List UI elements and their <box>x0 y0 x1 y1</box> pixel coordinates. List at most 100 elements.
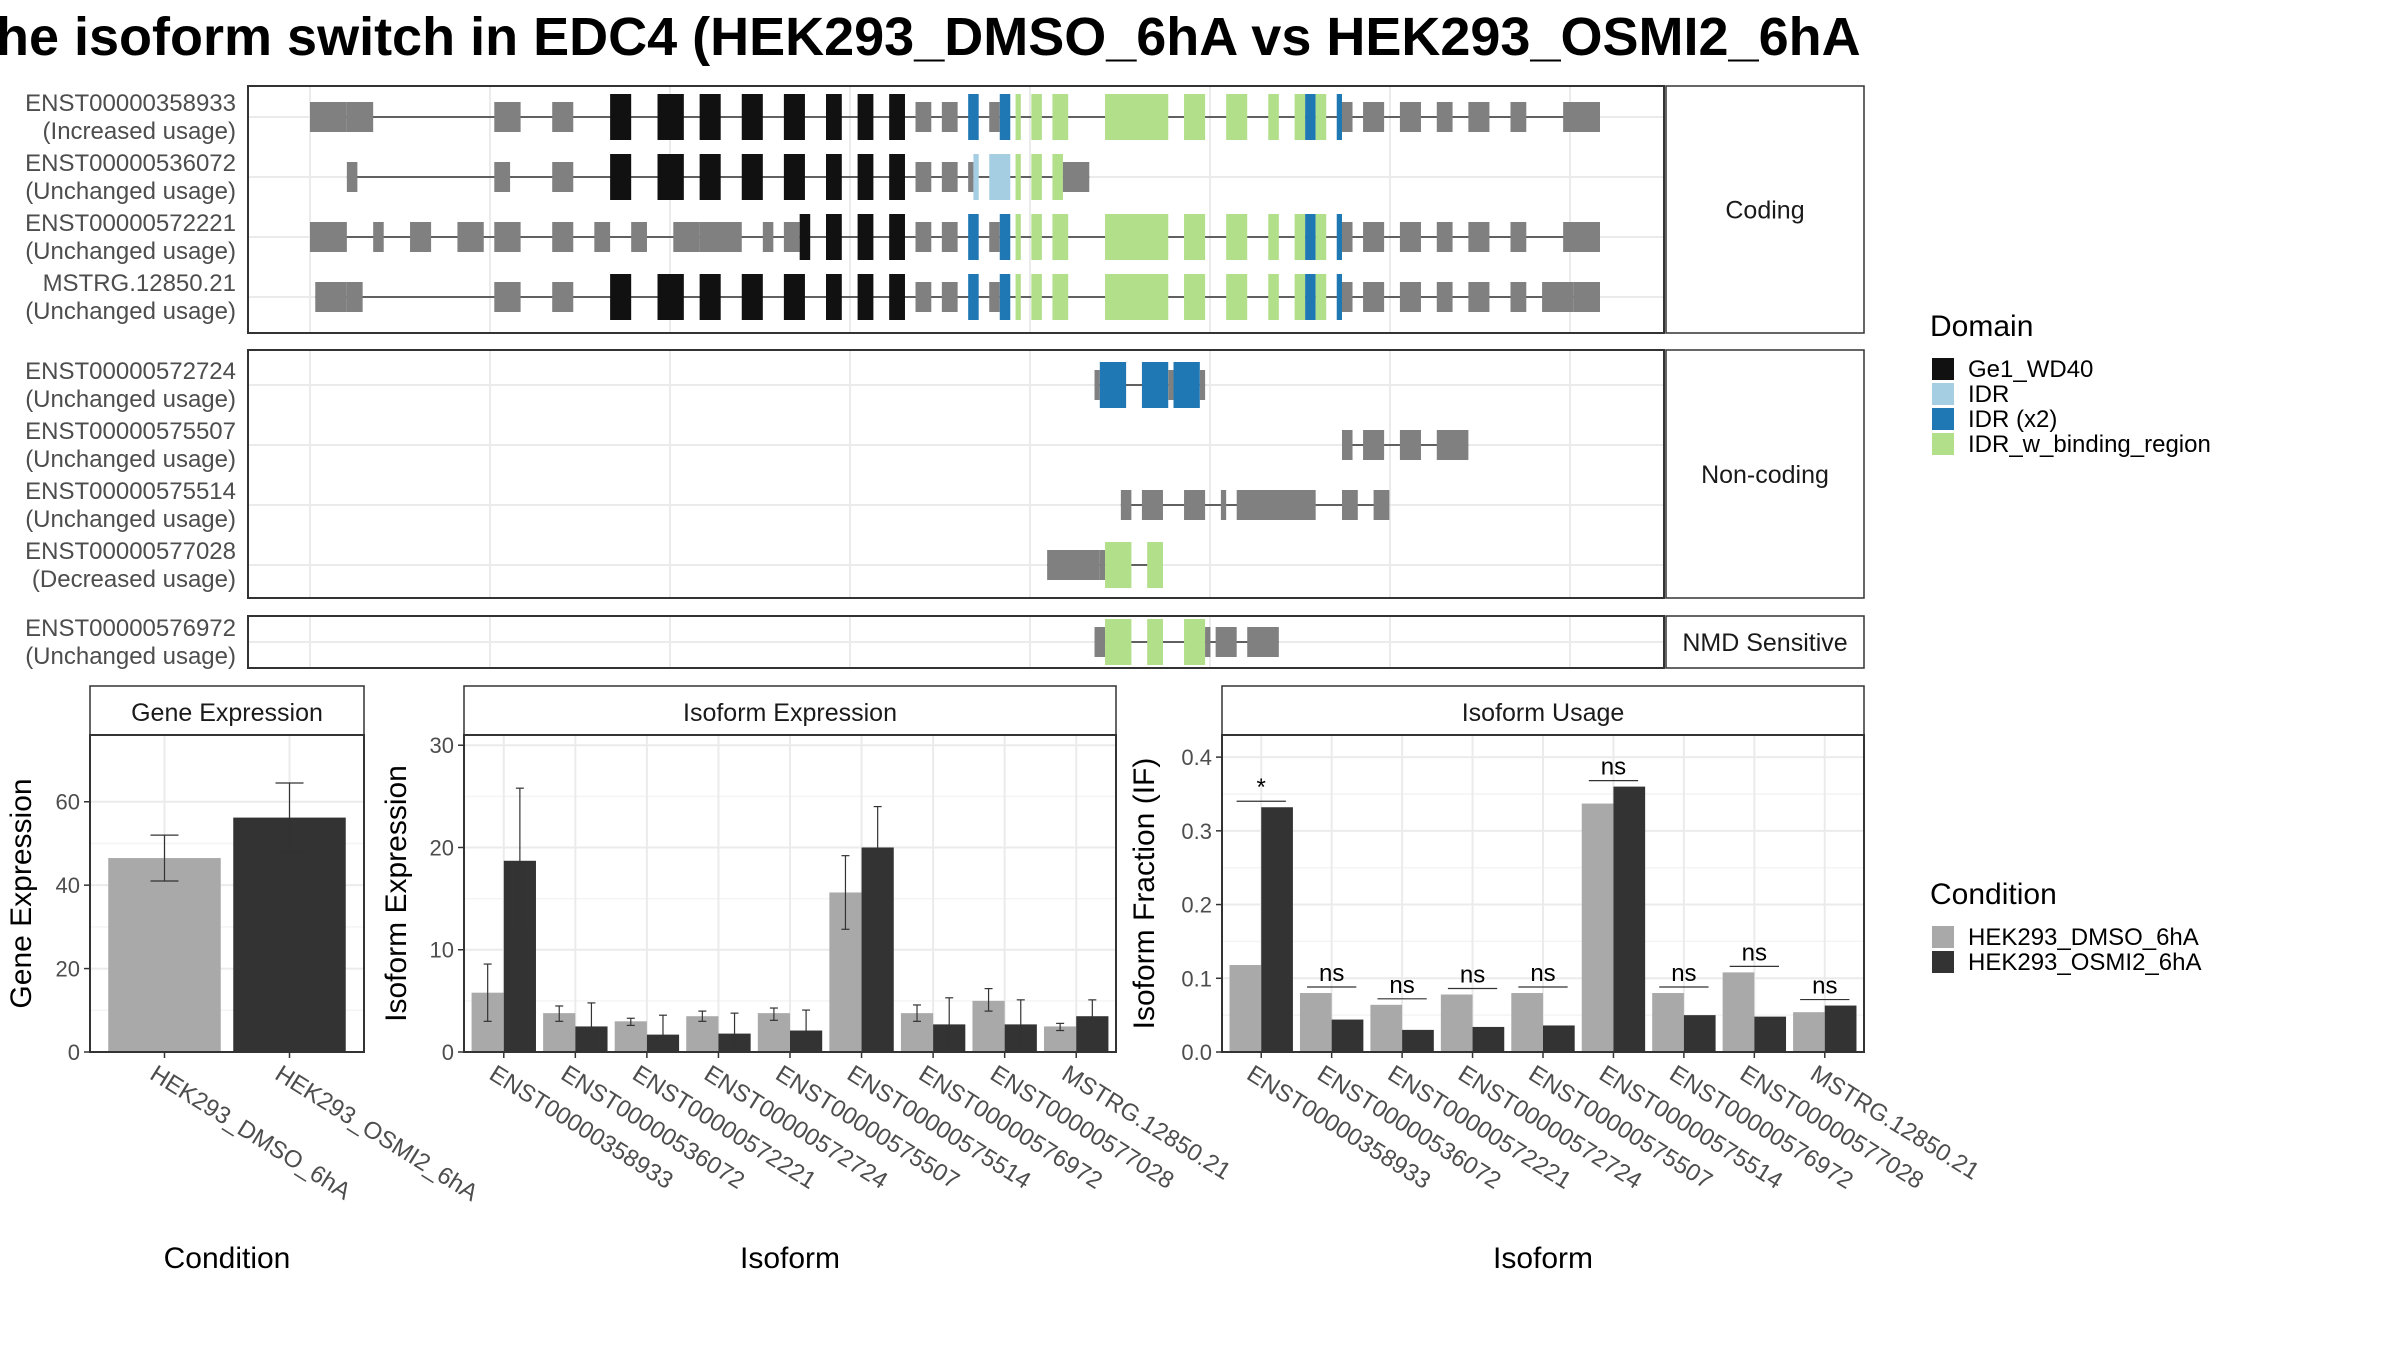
domain-exon-idr-w-binding-region <box>1031 94 1042 140</box>
y-axis-title: Isoform Fraction (IF) <box>1128 758 1161 1030</box>
exon-block <box>631 222 647 252</box>
bar <box>1824 1005 1857 1052</box>
chart-panel-border <box>463 734 1117 1053</box>
significance-label: ns <box>1601 754 1626 781</box>
exon-block <box>673 222 700 252</box>
exon-block <box>1468 222 1490 252</box>
exon-block <box>1436 102 1453 132</box>
bar <box>1331 1019 1364 1052</box>
domain-exon-idr-w-binding-region <box>1184 94 1206 140</box>
chart-strip <box>463 685 1117 736</box>
y-tick-label: 20 <box>430 835 454 860</box>
transcript-structure-panel: ENST00000358933(Increased usage) ENST0000… <box>25 85 1865 670</box>
significance-label: * <box>1257 774 1266 801</box>
bar <box>1511 993 1543 1052</box>
chart-strip-label: Gene Expression <box>131 699 323 727</box>
transcript-id-label: ENST00000572221 <box>25 210 236 237</box>
y-tick-label: 0.3 <box>1181 819 1212 844</box>
domain-exon-idr-w-binding-region <box>1015 154 1021 200</box>
bar <box>1402 1029 1434 1052</box>
chart-strip <box>89 685 365 736</box>
domain-exon-ge1-wd40 <box>889 154 905 200</box>
bar <box>1543 1025 1575 1052</box>
domain-exon-ge1-wd40 <box>741 274 763 320</box>
chart-strip-label: Isoform Usage <box>1462 699 1625 727</box>
exon-block <box>1563 102 1600 132</box>
y-tick-label: 0.0 <box>1181 1040 1212 1065</box>
exon-block <box>989 222 1000 252</box>
bar <box>1581 803 1614 1052</box>
domain-exon-ge1-wd40 <box>610 274 632 320</box>
domain-exon-idr-x2- <box>1336 94 1342 140</box>
legend-label: HEK293_DMSO_6hA <box>1968 924 2199 951</box>
domain-exon-idr-w-binding-region <box>1105 619 1132 665</box>
exon-block <box>1436 222 1453 252</box>
domain-exon-idr-x2- <box>968 214 979 260</box>
domain-exon-idr-w-binding-region <box>1015 214 1021 260</box>
exon-block <box>346 162 358 192</box>
domain-exon-ge1-wd40 <box>699 154 721 200</box>
transcript-id-label: ENST00000536072 <box>25 150 236 177</box>
y-tick-label: 10 <box>430 938 454 963</box>
exon-block <box>1342 430 1353 460</box>
exon-block <box>346 282 363 312</box>
legend-swatch <box>1932 383 1954 405</box>
domain-exon-idr-w-binding-region <box>1268 274 1279 320</box>
isoform-usage-chart: Isoform Usage0.00.10.20.30.4*ENST0000035… <box>1128 685 1984 1275</box>
domain-exon-ge1-wd40 <box>783 274 805 320</box>
y-tick-label: 0.4 <box>1181 745 1212 770</box>
bar <box>614 1021 647 1052</box>
exon-block <box>1399 282 1421 312</box>
exon-block <box>1342 282 1353 312</box>
domain-exon-idr-x2- <box>1336 214 1342 260</box>
domain-exon-ge1-wd40 <box>826 274 842 320</box>
y-axis-title: Isoform Expression <box>380 765 413 1022</box>
exon-block <box>1215 627 1237 657</box>
exon-block <box>941 222 958 252</box>
exon-block <box>1363 102 1385 132</box>
domain-exon-idr-w-binding-region <box>1315 214 1327 260</box>
domain-exon-idr-x2- <box>1173 362 1200 408</box>
chart-panel-border <box>89 734 365 1053</box>
domain-exon-ge1-wd40 <box>610 94 632 140</box>
legend-swatch <box>1932 951 1954 973</box>
exon-block <box>1220 490 1227 520</box>
legend-label: IDR <box>1968 381 2009 408</box>
bar <box>686 1016 719 1052</box>
x-axis-title: Isoform <box>740 1242 840 1275</box>
facet-strip-label: Coding <box>1725 197 1804 225</box>
facet-panel-bg <box>248 350 1664 598</box>
exon-block <box>1542 282 1574 312</box>
exon-block <box>1510 222 1527 252</box>
chart-strip <box>1221 685 1865 736</box>
exon-block <box>915 222 932 252</box>
y-tick-label: 0 <box>442 1040 454 1065</box>
domain-exon-idr-w-binding-region <box>1031 154 1042 200</box>
significance-label: ns <box>1671 960 1696 987</box>
domain-exon-idr-w-binding-region <box>1031 214 1042 260</box>
domain-exon-ge1-wd40 <box>857 214 874 260</box>
exon-block <box>968 162 974 192</box>
exon-block <box>1205 627 1211 657</box>
bar <box>1370 1004 1403 1052</box>
exon-block <box>1363 222 1385 252</box>
exon-block <box>1399 102 1421 132</box>
transcript-id-label: ENST00000575507 <box>25 418 236 445</box>
domain-exon-idr-x2- <box>999 214 1011 260</box>
exon-block <box>494 162 511 192</box>
significance-label: ns <box>1389 972 1414 999</box>
domain-exon-ge1-wd40 <box>826 94 842 140</box>
facet-panel-border <box>247 615 1665 669</box>
domain-exon-idr-w-binding-region <box>1105 542 1132 588</box>
exon-block <box>941 282 958 312</box>
bar <box>1613 786 1646 1052</box>
exon-block <box>1510 282 1527 312</box>
domain-exon-idr-w-binding-region <box>1184 274 1206 320</box>
domain-exon-idr-x2- <box>999 274 1011 320</box>
exon-block <box>699 222 742 252</box>
significance-label: ns <box>1530 960 1555 987</box>
exon-block <box>1199 370 1206 400</box>
exon-block <box>1363 430 1385 460</box>
domain-exon-ge1-wd40 <box>741 94 763 140</box>
